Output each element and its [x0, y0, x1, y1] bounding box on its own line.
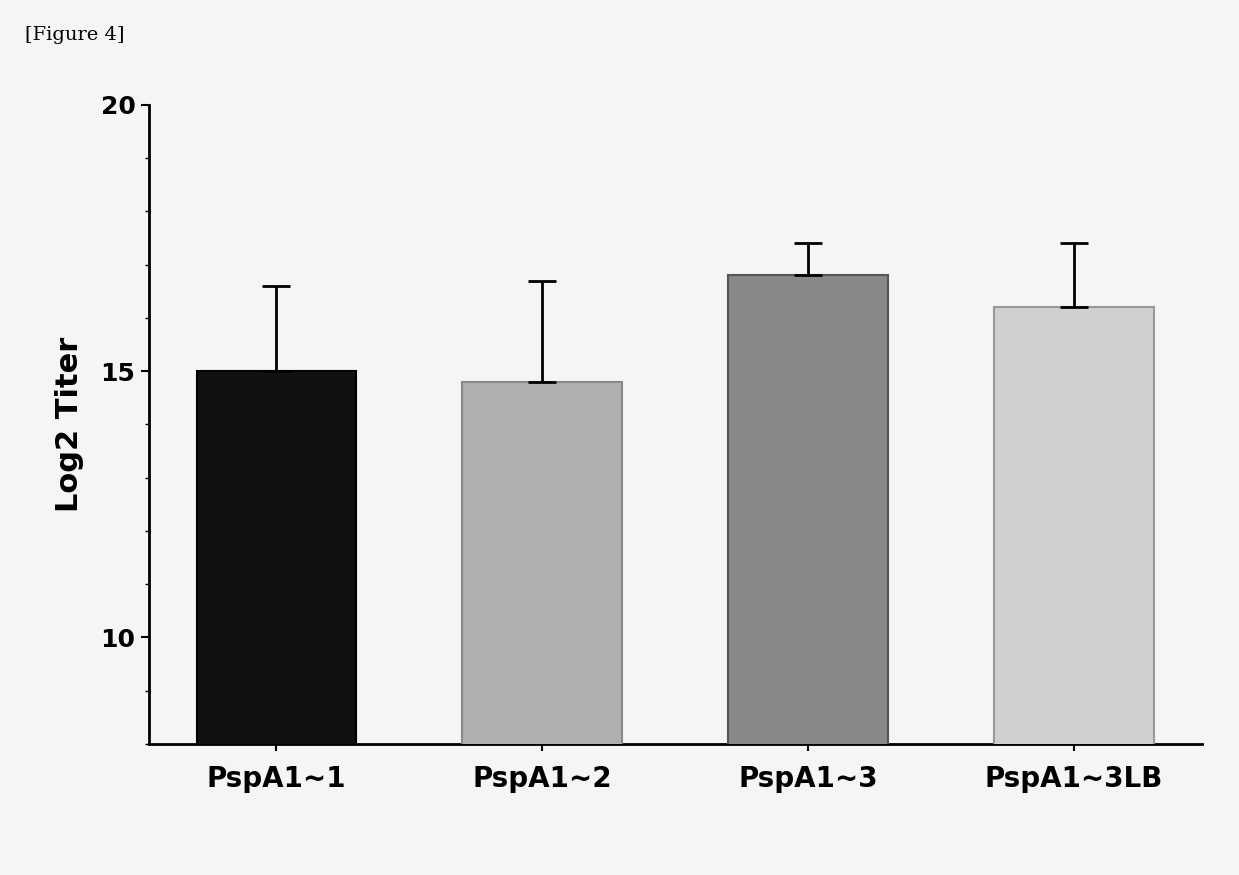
Bar: [197, 371, 356, 875]
Text: [Figure 4]: [Figure 4]: [25, 26, 124, 45]
Y-axis label: Log2 Titer: Log2 Titer: [55, 337, 84, 512]
Bar: [729, 276, 888, 875]
Bar: [462, 382, 622, 875]
Bar: [995, 307, 1154, 875]
